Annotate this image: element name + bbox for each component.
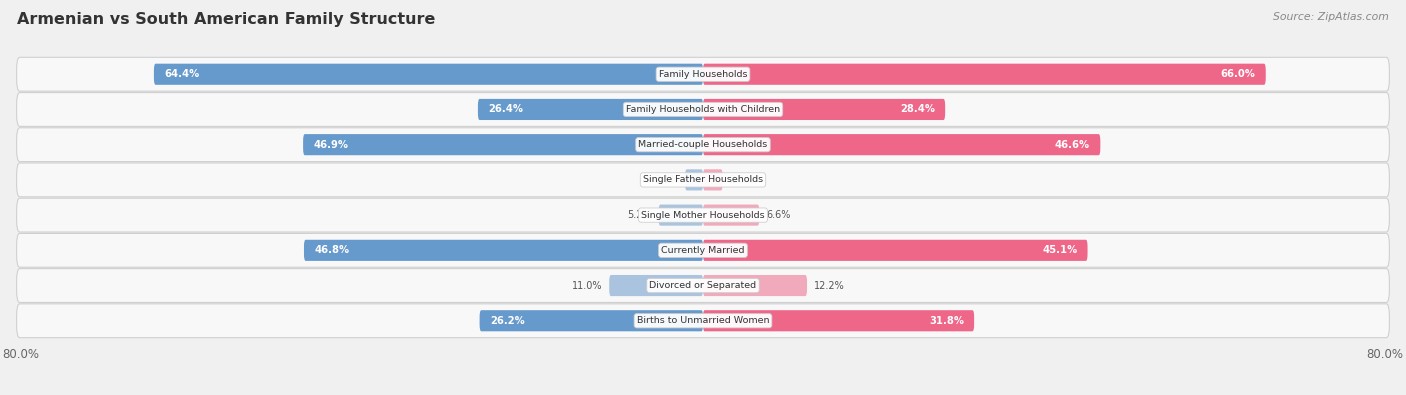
Text: Armenian vs South American Family Structure: Armenian vs South American Family Struct… <box>17 12 436 27</box>
FancyBboxPatch shape <box>703 310 974 331</box>
FancyBboxPatch shape <box>479 310 703 331</box>
Text: 26.2%: 26.2% <box>489 316 524 326</box>
FancyBboxPatch shape <box>703 240 1088 261</box>
FancyBboxPatch shape <box>703 275 807 296</box>
Text: Family Households: Family Households <box>659 70 747 79</box>
Text: 31.8%: 31.8% <box>929 316 965 326</box>
Text: 12.2%: 12.2% <box>814 280 845 291</box>
Text: Currently Married: Currently Married <box>661 246 745 255</box>
Text: Divorced or Separated: Divorced or Separated <box>650 281 756 290</box>
FancyBboxPatch shape <box>17 304 1389 338</box>
FancyBboxPatch shape <box>17 198 1389 232</box>
FancyBboxPatch shape <box>153 64 703 85</box>
Text: 46.6%: 46.6% <box>1054 140 1090 150</box>
Text: 46.9%: 46.9% <box>314 140 349 150</box>
FancyBboxPatch shape <box>17 233 1389 267</box>
Text: Married-couple Households: Married-couple Households <box>638 140 768 149</box>
Text: 26.4%: 26.4% <box>488 104 523 115</box>
FancyBboxPatch shape <box>17 57 1389 91</box>
FancyBboxPatch shape <box>609 275 703 296</box>
Text: 28.4%: 28.4% <box>900 104 935 115</box>
FancyBboxPatch shape <box>685 169 703 190</box>
FancyBboxPatch shape <box>17 92 1389 126</box>
FancyBboxPatch shape <box>703 134 1101 155</box>
Text: Source: ZipAtlas.com: Source: ZipAtlas.com <box>1274 12 1389 22</box>
FancyBboxPatch shape <box>703 64 1265 85</box>
Text: 64.4%: 64.4% <box>165 69 200 79</box>
Text: 2.3%: 2.3% <box>730 175 754 185</box>
Text: Family Households with Children: Family Households with Children <box>626 105 780 114</box>
FancyBboxPatch shape <box>17 163 1389 197</box>
FancyBboxPatch shape <box>17 269 1389 303</box>
Text: 11.0%: 11.0% <box>572 280 602 291</box>
Text: 46.8%: 46.8% <box>314 245 349 255</box>
FancyBboxPatch shape <box>658 205 703 226</box>
FancyBboxPatch shape <box>304 134 703 155</box>
Text: Births to Unmarried Women: Births to Unmarried Women <box>637 316 769 325</box>
FancyBboxPatch shape <box>304 240 703 261</box>
Text: Single Mother Households: Single Mother Households <box>641 211 765 220</box>
Text: Single Father Households: Single Father Households <box>643 175 763 184</box>
FancyBboxPatch shape <box>17 128 1389 162</box>
FancyBboxPatch shape <box>703 169 723 190</box>
Text: 6.6%: 6.6% <box>766 210 790 220</box>
FancyBboxPatch shape <box>703 205 759 226</box>
Text: 2.1%: 2.1% <box>654 175 678 185</box>
Text: 66.0%: 66.0% <box>1220 69 1256 79</box>
FancyBboxPatch shape <box>703 99 945 120</box>
Text: 5.2%: 5.2% <box>627 210 652 220</box>
FancyBboxPatch shape <box>478 99 703 120</box>
Text: 45.1%: 45.1% <box>1042 245 1077 255</box>
